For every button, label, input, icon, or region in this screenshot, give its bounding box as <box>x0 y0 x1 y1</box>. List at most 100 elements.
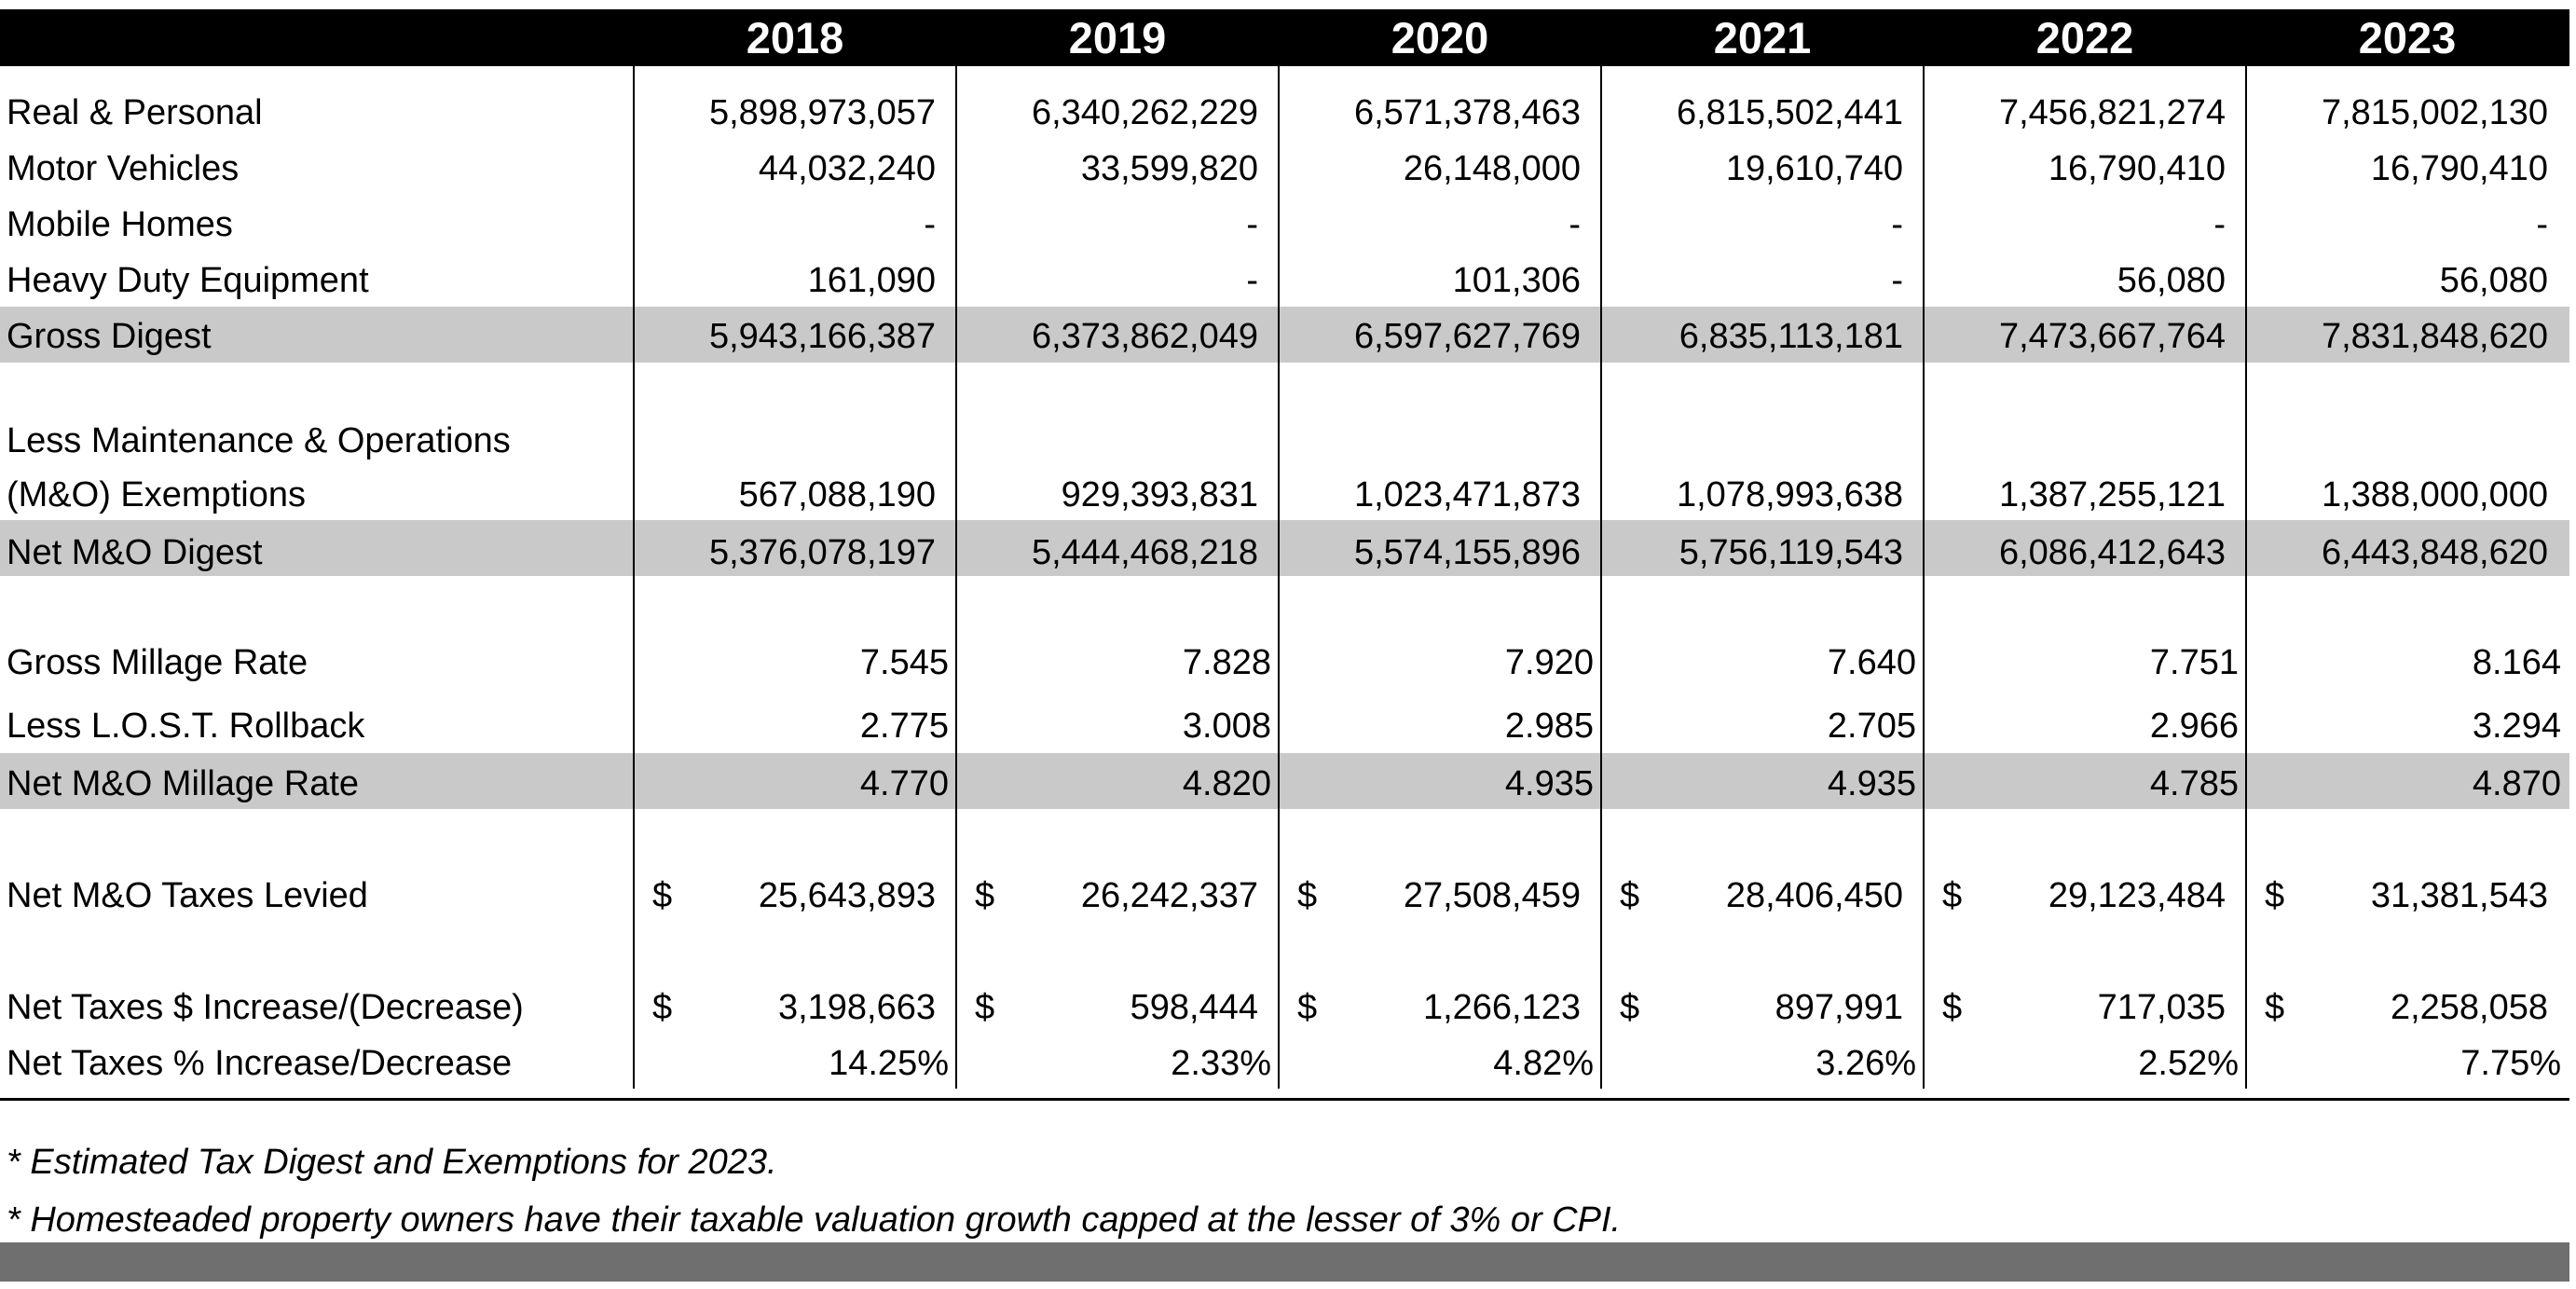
cell-value: 7,473,667,764 <box>1998 317 2226 356</box>
cell-value: 6,443,848,620 <box>2321 533 2548 572</box>
row-label: Gross Digest <box>7 317 212 356</box>
cell-value: - <box>1569 205 1581 244</box>
cell-value: 3.294 <box>2472 706 2561 746</box>
cell-value: 4.935 <box>1504 764 1594 803</box>
cell-value: 598,444 <box>1130 988 1258 1027</box>
cell-value: 5,376,078,197 <box>708 533 936 572</box>
cell-value: 567,088,190 <box>738 475 936 514</box>
cell-value: 8.164 <box>2472 643 2561 682</box>
cell-value: 6,340,262,229 <box>1031 93 1258 132</box>
cell-value: 4.82% <box>1493 1044 1594 1083</box>
cell-value: 3.008 <box>1182 706 1271 746</box>
cell-value: 6,086,412,643 <box>1998 533 2226 572</box>
cell-value: 929,393,831 <box>1061 475 1258 514</box>
currency-symbol: $ <box>1942 876 1963 915</box>
cell-value: 5,943,166,387 <box>708 317 936 356</box>
cell-value: 5,898,973,057 <box>708 93 936 132</box>
cell-value: - <box>1246 261 1258 300</box>
cell-value: 1,387,255,121 <box>1998 475 2226 514</box>
year-header-2020: 2020 <box>1391 13 1489 62</box>
cell-value: 4.785 <box>2149 764 2239 803</box>
cell-value: 1,078,993,638 <box>1676 475 1903 514</box>
currency-symbol: $ <box>975 876 995 915</box>
cell-value: - <box>1891 205 1903 244</box>
year-header-2023: 2023 <box>2358 13 2457 62</box>
cell-value: 897,991 <box>1774 988 1903 1027</box>
cell-value: 2.705 <box>1827 706 1916 746</box>
currency-symbol: $ <box>1942 988 1963 1027</box>
row-highlight <box>0 753 2569 809</box>
cell-value: 4.935 <box>1827 764 1916 803</box>
row-label: Less L.O.S.T. Rollback <box>7 706 365 746</box>
cell-value: 3.26% <box>1816 1044 1916 1083</box>
cell-value: 16,790,410 <box>2370 149 2548 188</box>
cell-value: 3,198,663 <box>777 988 936 1027</box>
column-divider <box>633 66 635 1089</box>
row-highlight <box>0 307 2569 363</box>
footnote: * Estimated Tax Digest and Exemptions fo… <box>7 1143 777 1182</box>
currency-symbol: $ <box>1297 876 1318 915</box>
cell-value: 26,242,337 <box>1080 876 1258 915</box>
cell-value: 27,508,459 <box>1403 876 1581 915</box>
cell-value: 6,597,627,769 <box>1353 317 1581 356</box>
cell-value: 101,306 <box>1452 261 1581 300</box>
cell-value: 7,831,848,620 <box>2321 317 2548 356</box>
cell-value: 7.828 <box>1182 643 1271 682</box>
cell-value: 717,035 <box>2097 988 2226 1027</box>
cell-value: 56,080 <box>2439 261 2548 300</box>
cell-value: 7,456,821,274 <box>1998 93 2226 132</box>
currency-symbol: $ <box>2265 876 2285 915</box>
cell-value: 29,123,484 <box>2048 876 2226 915</box>
cell-value: 19,610,740 <box>1725 149 1903 188</box>
row-highlight <box>0 520 2569 576</box>
row-label: Real & Personal <box>7 93 263 132</box>
cell-value: 33,599,820 <box>1080 149 1258 188</box>
cell-value: 7.75% <box>2460 1044 2561 1083</box>
footnote: * Homesteaded property owners have their… <box>7 1200 1622 1240</box>
cell-value: 4.820 <box>1182 764 1271 803</box>
cell-value: 14.25% <box>829 1044 949 1083</box>
row-label: Mobile Homes <box>7 205 233 244</box>
row-label: Gross Millage Rate <box>7 643 308 682</box>
cell-value: 4.770 <box>859 764 949 803</box>
column-divider <box>1923 66 1925 1089</box>
cell-value: 7,815,002,130 <box>2321 93 2548 132</box>
row-label: Heavy Duty Equipment <box>7 261 369 300</box>
column-divider <box>1600 66 1602 1089</box>
cell-value: 2.33% <box>1171 1044 1271 1083</box>
cell-value: 7.545 <box>859 643 949 682</box>
column-divider <box>955 66 957 1089</box>
cell-value: 31,381,543 <box>2370 876 2548 915</box>
cell-value: 2.985 <box>1504 706 1594 746</box>
column-divider <box>1278 66 1280 1089</box>
cell-value: - <box>2213 205 2226 244</box>
year-header-2022: 2022 <box>2035 13 2134 62</box>
currency-symbol: $ <box>2265 988 2285 1027</box>
row-label: Net Taxes $ Increase/(Decrease) <box>7 988 524 1027</box>
row-label: Motor Vehicles <box>7 149 240 188</box>
cell-value: 1,388,000,000 <box>2321 475 2548 514</box>
cell-value: 6,571,378,463 <box>1353 93 1581 132</box>
currency-symbol: $ <box>1620 988 1640 1027</box>
currency-symbol: $ <box>652 988 673 1027</box>
cell-value: - <box>2536 205 2548 244</box>
currency-symbol: $ <box>652 876 673 915</box>
footer-bar <box>0 1242 2569 1282</box>
cell-value: 2.52% <box>2138 1044 2239 1083</box>
cell-value: 7.640 <box>1827 643 1916 682</box>
cell-value: 56,080 <box>2117 261 2226 300</box>
cell-value: - <box>1246 205 1258 244</box>
cell-value: - <box>1891 261 1903 300</box>
cell-value: 26,148,000 <box>1403 149 1581 188</box>
table-bottom-rule <box>0 1098 2569 1101</box>
header-band <box>0 9 2569 66</box>
cell-value: - <box>924 205 936 244</box>
cell-value: 5,444,468,218 <box>1031 533 1258 572</box>
cell-value: 1,266,123 <box>1422 988 1581 1027</box>
cell-value: 4.870 <box>2472 764 2561 803</box>
cell-value: 2.775 <box>859 706 949 746</box>
year-header-2018: 2018 <box>746 13 844 62</box>
cell-value: 44,032,240 <box>758 149 936 188</box>
cell-value: 28,406,450 <box>1725 876 1903 915</box>
